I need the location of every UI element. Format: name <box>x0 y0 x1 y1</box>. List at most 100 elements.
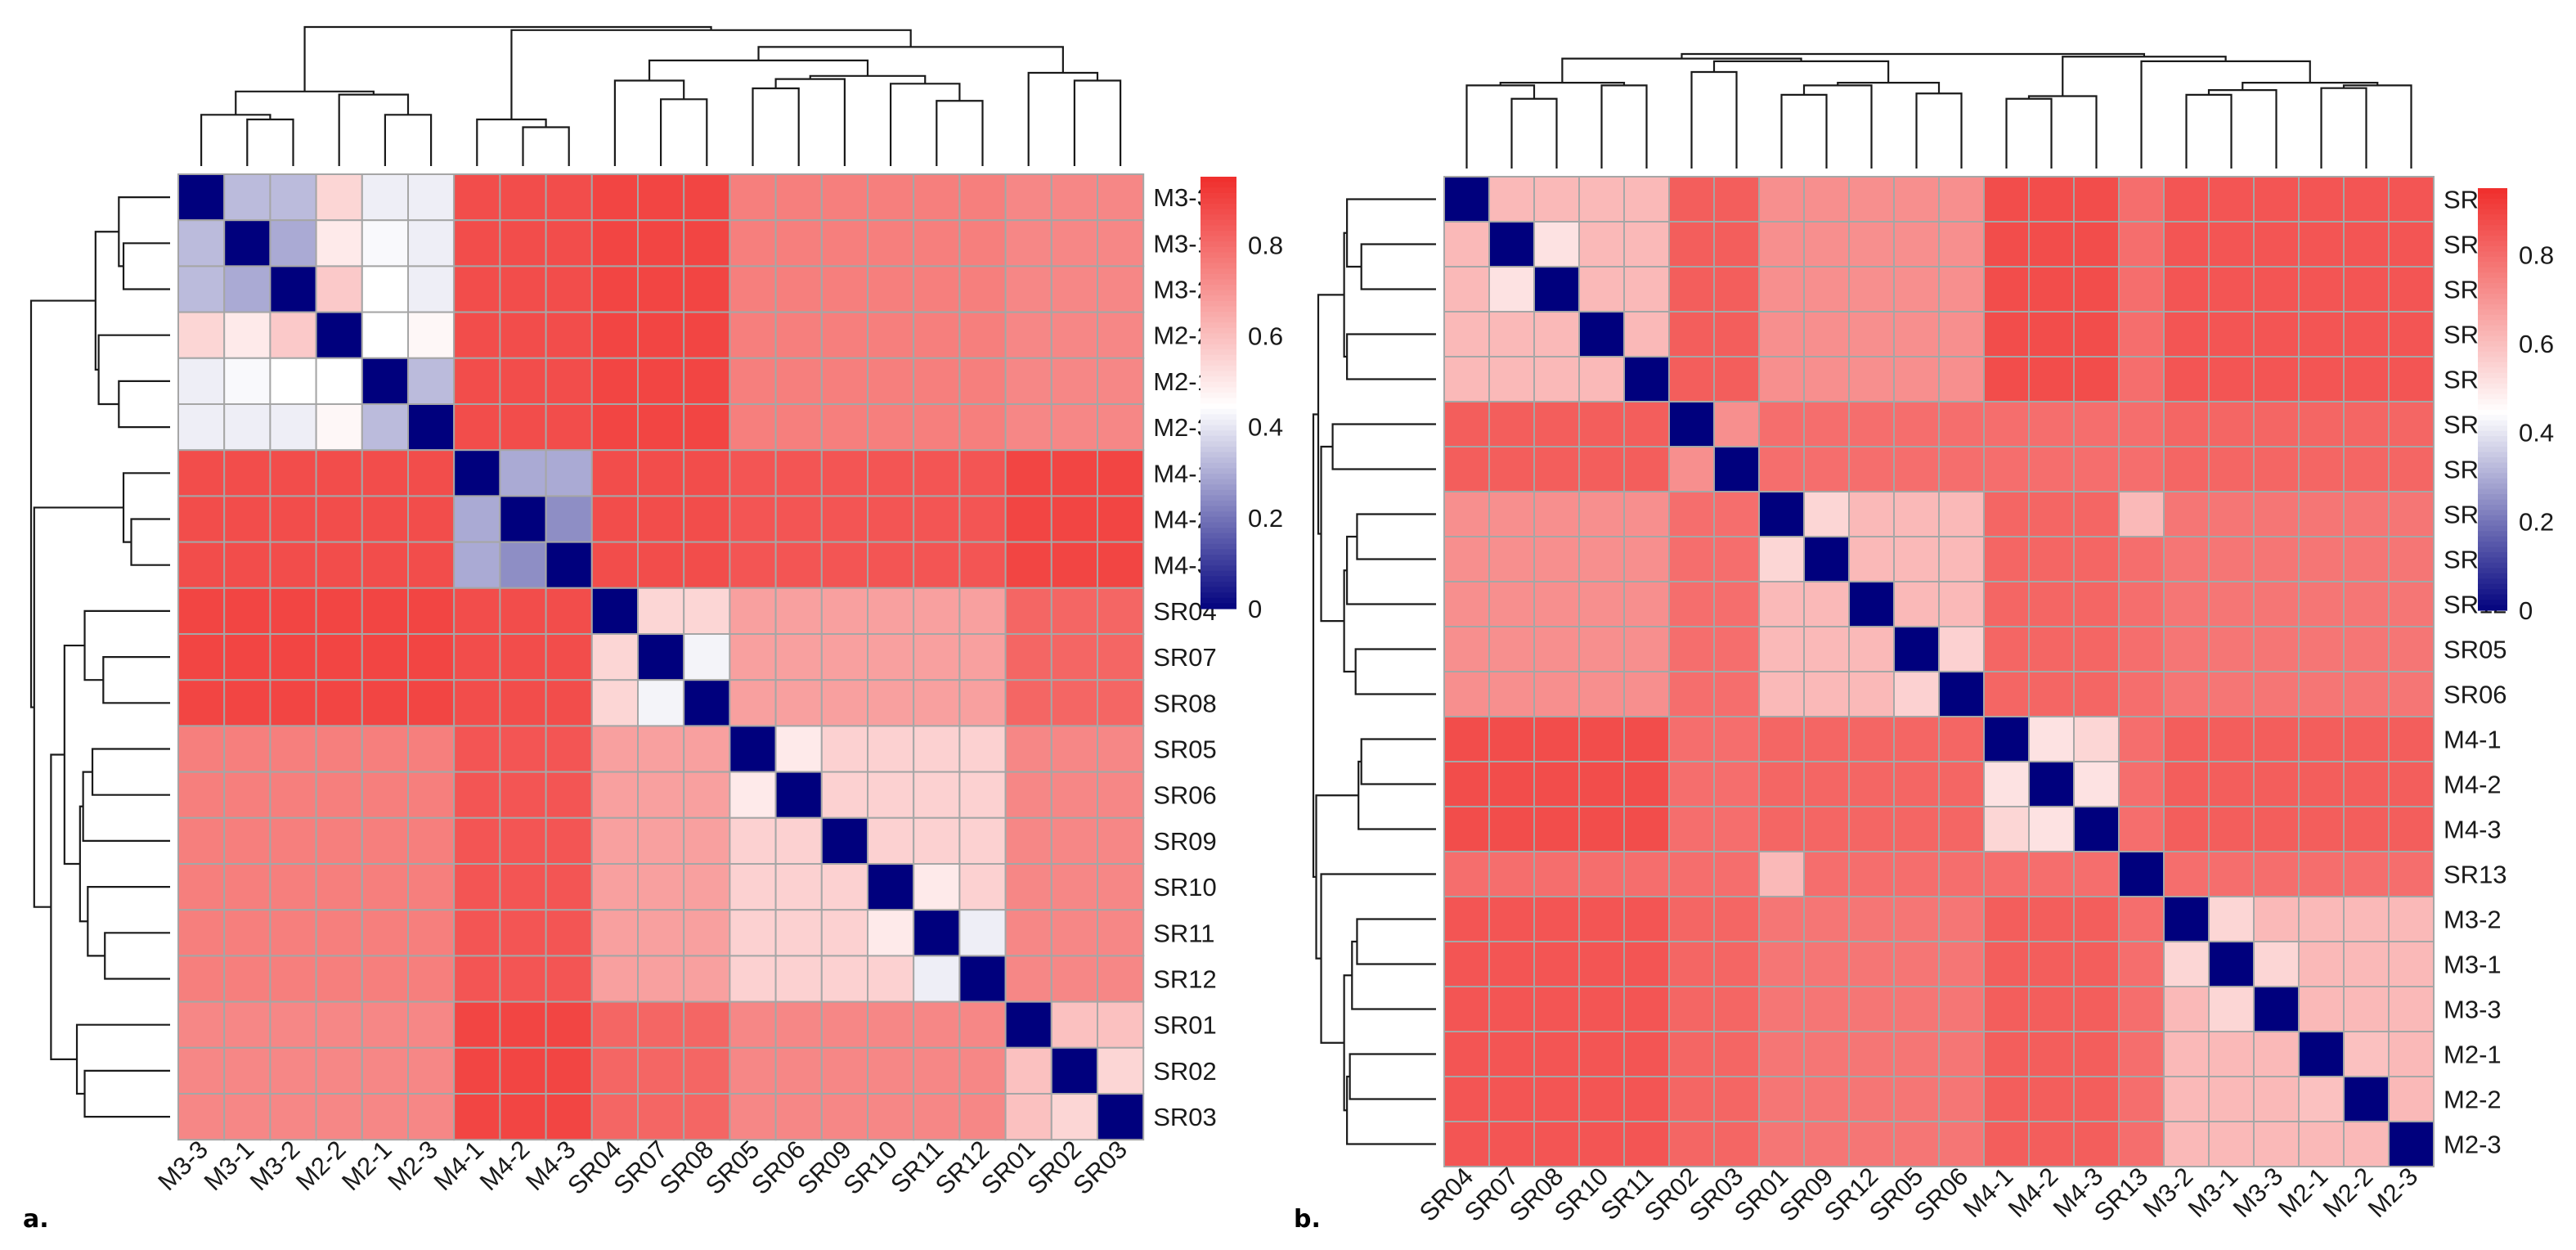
heatmap-cell <box>1983 941 2030 987</box>
colorbar-segment <box>2478 415 2507 421</box>
heatmap-cell <box>729 173 777 222</box>
colorbar-segment <box>1200 425 1236 431</box>
heatmap-cell <box>1938 761 1985 807</box>
heatmap-cell <box>407 311 456 359</box>
heatmap-cell <box>407 219 456 268</box>
heatmap-cell <box>820 173 868 222</box>
dendrogram-branch <box>118 380 170 429</box>
heatmap-cell <box>2388 806 2435 852</box>
heatmap-cell <box>223 449 272 497</box>
heatmap-cell <box>2298 221 2345 268</box>
heatmap-cell <box>2028 356 2075 402</box>
heatmap-cell <box>2118 536 2165 582</box>
heatmap-cell <box>1623 986 1670 1032</box>
heatmap-cell <box>1803 851 1850 897</box>
dendrogram-branch <box>1312 413 1319 879</box>
heatmap-cell <box>407 725 456 773</box>
colorbar-segment <box>1200 219 1236 226</box>
colorbar-segment <box>2478 436 2507 443</box>
dendrogram-branch <box>83 1069 170 1118</box>
heatmap-cell <box>1623 401 1670 447</box>
heatmap-cell <box>683 587 731 635</box>
dendrogram-branch <box>75 1023 170 1095</box>
heatmap-cell <box>2298 851 2345 897</box>
heatmap-cell <box>2388 401 2435 447</box>
heatmap-cell <box>590 449 639 497</box>
heatmap-cell <box>913 863 961 911</box>
heatmap-cell <box>683 1000 731 1049</box>
heatmap-cell <box>269 495 317 543</box>
heatmap-cell <box>1488 1076 1535 1122</box>
heatmap-cell <box>2388 986 2435 1032</box>
heatmap-cell <box>2073 896 2120 942</box>
colorbar-segment <box>2478 430 2507 437</box>
heatmap-cell <box>1623 806 1670 852</box>
colorbar-segment <box>2478 399 2507 406</box>
heatmap-cell <box>2388 626 2435 672</box>
heatmap-cell <box>361 1046 409 1095</box>
heatmap-cell <box>2298 446 2345 492</box>
heatmap-cell <box>1983 401 2030 447</box>
heatmap-cell <box>1938 356 1985 402</box>
dendrogram-branch <box>130 518 170 566</box>
heatmap-cell <box>867 816 915 865</box>
heatmap-cell <box>2163 311 2210 357</box>
colorbar-segment <box>1200 344 1236 350</box>
heatmap-cell <box>2163 446 2210 492</box>
colorbar-segment <box>1200 511 1236 518</box>
heatmap-cell <box>499 816 547 865</box>
heatmap-cell <box>729 863 777 911</box>
heatmap-cell <box>2343 761 2390 807</box>
heatmap-cell <box>958 219 1007 268</box>
heatmap-cell <box>315 173 363 222</box>
column-label: M4-1 <box>1958 1162 2019 1223</box>
colorbar-tick-label: 0.4 <box>1248 413 1283 442</box>
heatmap-cell <box>2118 356 2165 402</box>
heatmap-cell <box>2208 806 2255 852</box>
heatmap-cell <box>1004 311 1052 359</box>
heatmap-cell <box>2073 266 2120 312</box>
heatmap-cell <box>1668 581 1715 627</box>
heatmap-cell <box>1758 491 1805 537</box>
heatmap-cell <box>1983 311 2030 357</box>
heatmap-cell <box>2343 671 2390 717</box>
heatmap-cell <box>1097 816 1145 865</box>
heatmap-cell <box>867 357 915 405</box>
colorbar-segment <box>2478 245 2507 252</box>
heatmap-cell <box>1938 401 1985 447</box>
dendrogram-branch <box>1349 1053 1436 1100</box>
heatmap-cell <box>729 679 777 727</box>
heatmap-cell <box>1893 266 1940 312</box>
heatmap-cell <box>1443 356 1490 402</box>
colorbar-segment <box>1200 381 1236 388</box>
heatmap-cell <box>315 403 363 452</box>
heatmap-cell <box>2343 311 2390 357</box>
heatmap-cell <box>545 587 593 635</box>
heatmap-cell <box>223 633 272 681</box>
heatmap-cell <box>1758 851 1805 897</box>
heatmap-cell <box>1758 356 1805 402</box>
heatmap-cell <box>2253 1076 2300 1122</box>
heatmap-cell <box>1097 1093 1145 1141</box>
heatmap-cell <box>2388 941 2435 987</box>
heatmap-cell <box>1893 581 1940 627</box>
heatmap-cell <box>361 219 409 268</box>
heatmap-cell <box>637 1000 685 1049</box>
heatmap-cell <box>223 679 272 727</box>
heatmap-cell <box>1004 1046 1052 1095</box>
heatmap-cell <box>545 541 593 589</box>
colorbar-segment <box>2478 325 2507 331</box>
dendrogram-branch <box>384 114 433 166</box>
colorbar-segment <box>2478 389 2507 395</box>
heatmap-cell <box>1848 896 1895 942</box>
heatmap-cell <box>590 816 639 865</box>
heatmap-cell <box>545 173 593 222</box>
heatmap-cell <box>499 863 547 911</box>
heatmap-cell <box>1713 581 1760 627</box>
heatmap-cell <box>2028 941 2075 987</box>
column-label: M2-3 <box>2363 1162 2424 1223</box>
heatmap-cell <box>2163 176 2210 223</box>
heatmap-cell <box>2163 851 2210 897</box>
heatmap-cell <box>2298 671 2345 717</box>
heatmap-cell <box>1488 941 1535 987</box>
